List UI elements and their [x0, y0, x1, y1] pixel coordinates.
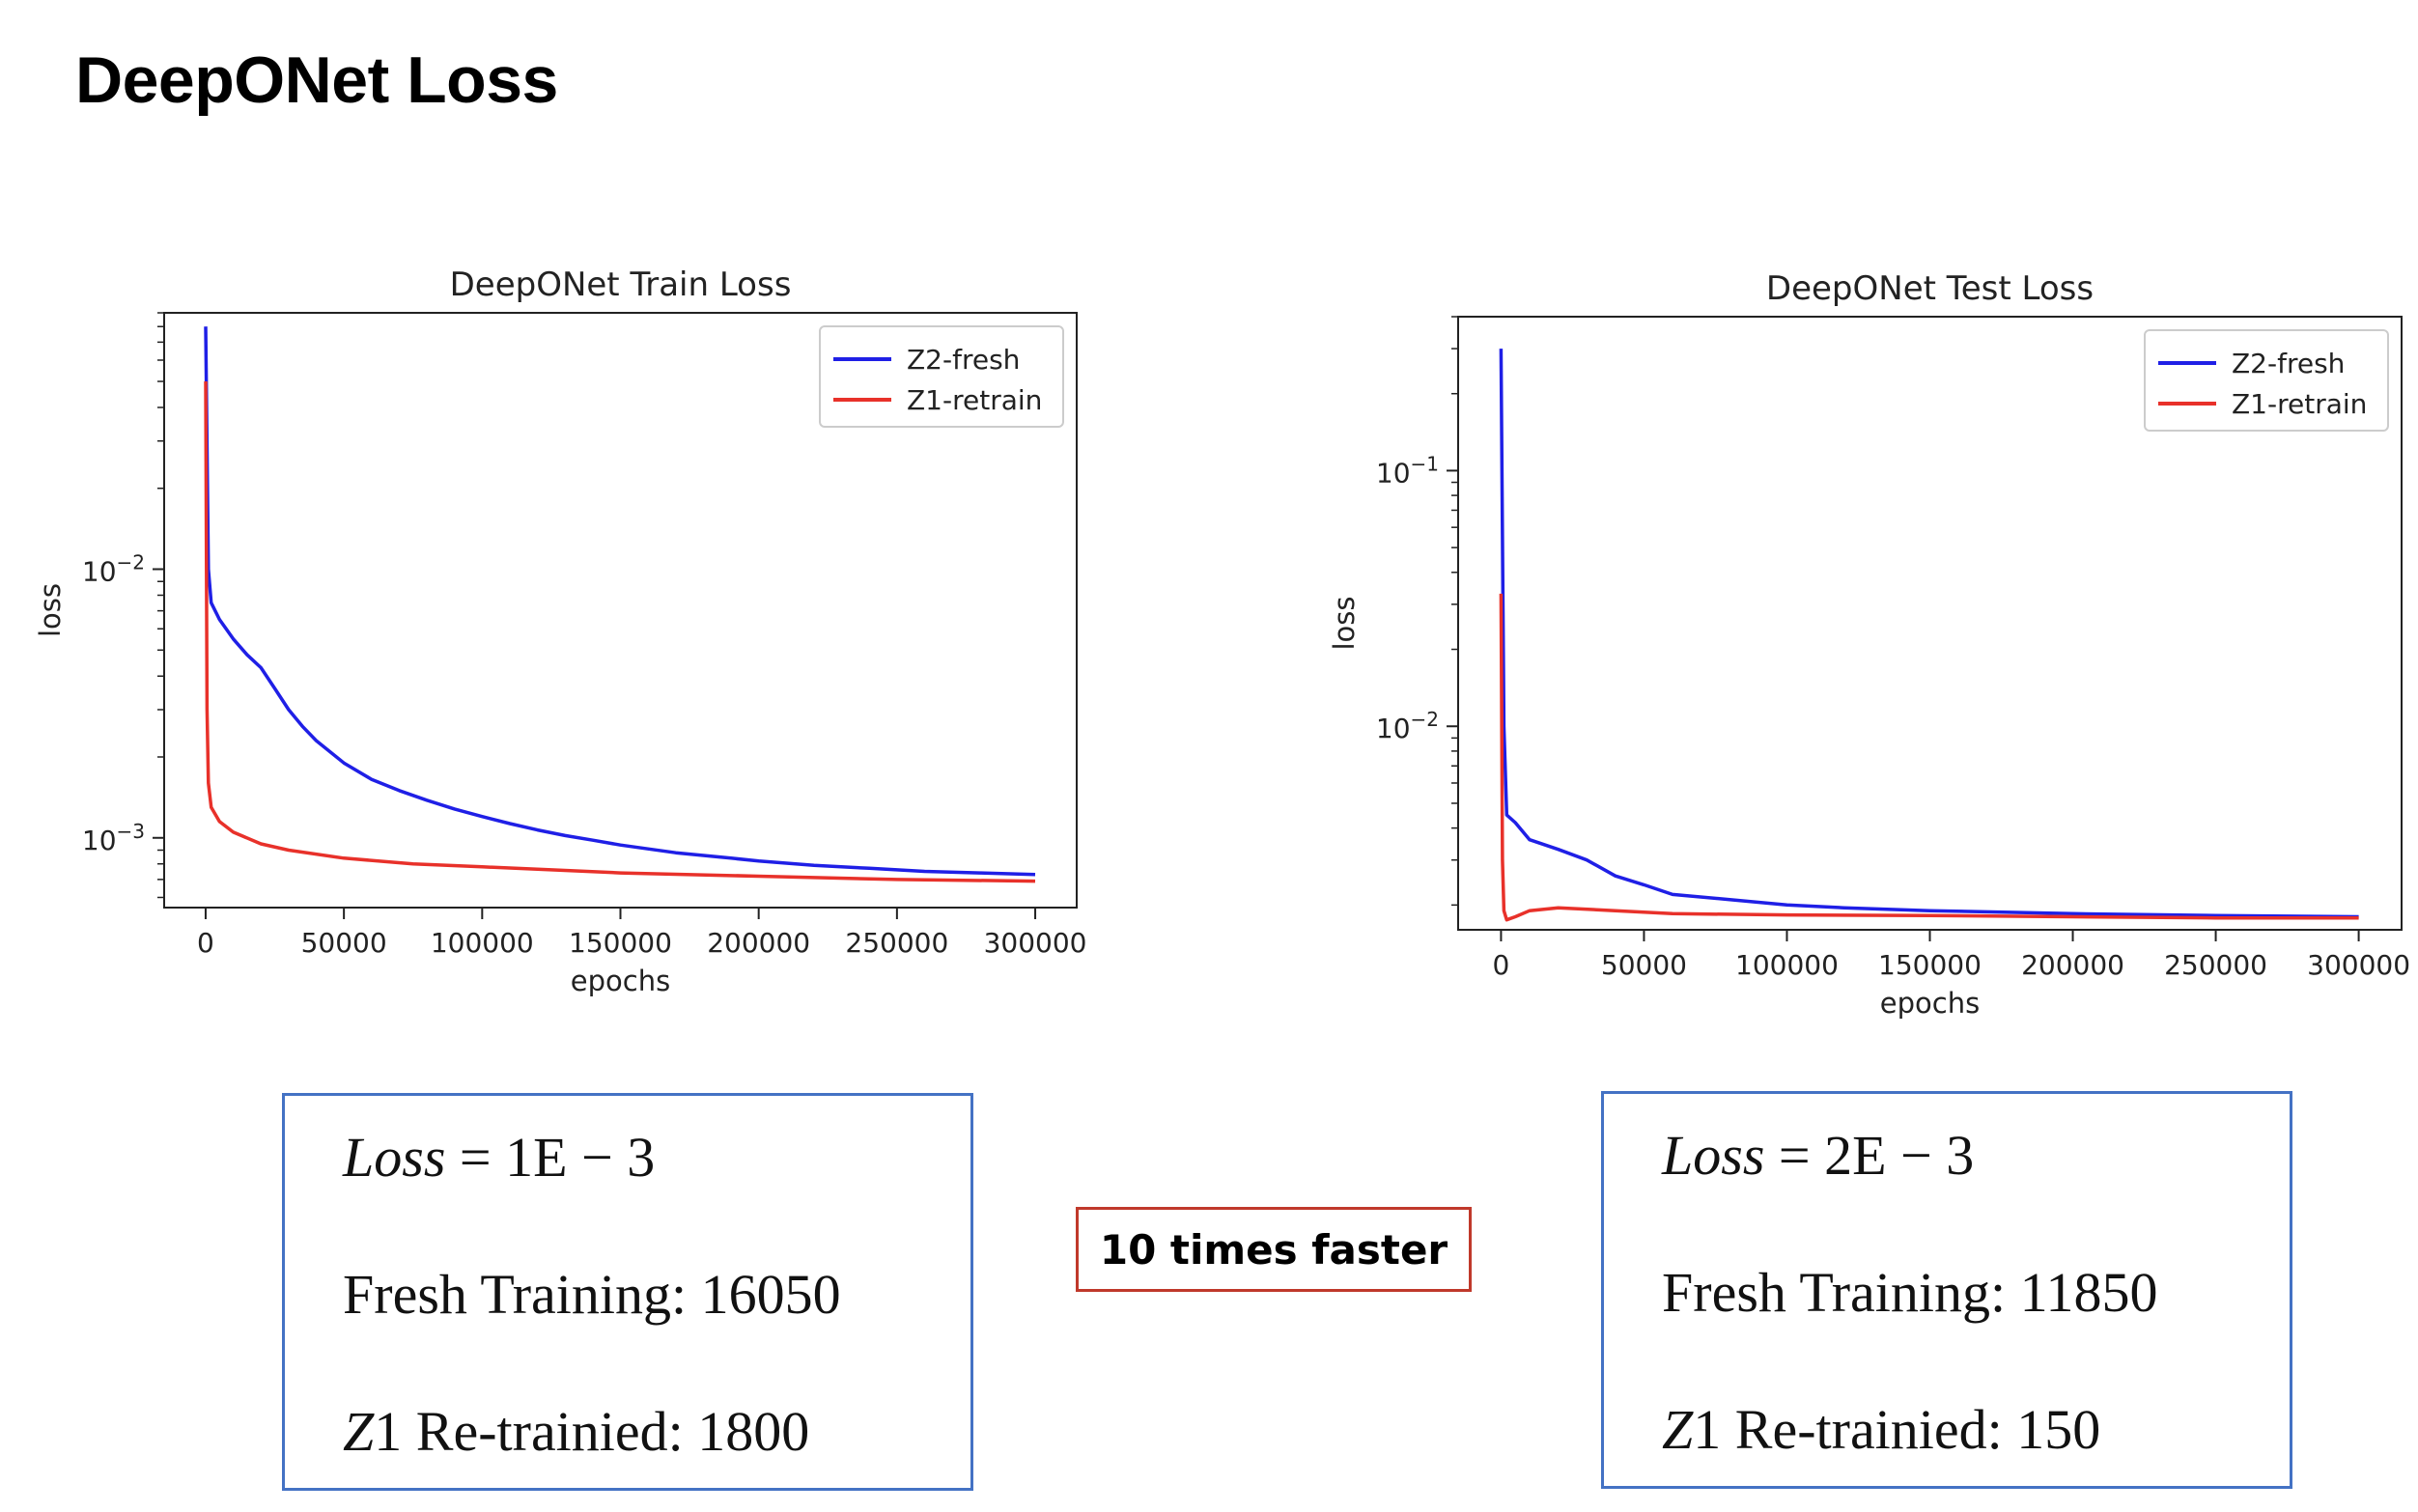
speedup-callout: 10 times faster	[1076, 1207, 1472, 1292]
right-loss-label: Loss	[1662, 1124, 1765, 1187]
train-y-axis-label: loss	[34, 583, 67, 637]
train-x-tick-label: 50000	[301, 927, 387, 959]
test-series-z2-fresh-line	[1499, 349, 2359, 919]
test-x-tick-label: 300000	[2307, 949, 2410, 981]
left-loss-line: Loss = 1E − 3	[343, 1125, 655, 1190]
right-retrain-line: Z1 Re-trainied: 150	[1662, 1397, 2100, 1462]
right-result-box: Loss = 2E − 3 Fresh Training: 11850 Z1 R…	[1601, 1091, 2292, 1489]
slide-title: DeepONet Loss	[75, 43, 558, 117]
train-x-axis-label: epochs	[571, 965, 670, 997]
test-x-tick-label: 100000	[1735, 949, 1839, 981]
right-retrain-value: 150	[2016, 1398, 2101, 1461]
train-x-tick-label: 150000	[569, 927, 672, 959]
right-retrain-z: Z	[1662, 1398, 1694, 1461]
test-series-group	[1499, 349, 2359, 922]
right-fresh-line: Fresh Training: 11850	[1662, 1260, 2158, 1325]
right-fresh-label: Fresh Training:	[1662, 1261, 2007, 1324]
right-fresh-value: 11850	[2019, 1261, 2158, 1324]
test-legend-label-z1-retrain: Z1-retrain	[2232, 388, 2367, 420]
train-series-z2-fresh-line	[204, 326, 1036, 877]
train-x-tick-label: 0	[197, 927, 214, 959]
left-result-box: Loss = 1E − 3 Fresh Training: 16050 Z1 R…	[282, 1093, 973, 1491]
left-loss-value: = 1E − 3	[459, 1126, 656, 1189]
train-legend-label-z2-fresh: Z2-fresh	[907, 344, 1020, 376]
train-x-tick-label: 250000	[845, 927, 948, 959]
test-y-tick-label: 10−1	[1376, 452, 1439, 489]
test-x-tick-label: 200000	[2021, 949, 2124, 981]
left-loss-label: Loss	[343, 1126, 446, 1189]
test-y-tick-label: 10−2	[1376, 708, 1439, 744]
train-y-tick-label: 10−3	[82, 820, 145, 856]
train-x-tick-label: 100000	[431, 927, 534, 959]
test-series-z1-retrain-line	[1499, 593, 2359, 922]
test-x-tick-label: 0	[1492, 949, 1509, 981]
train-chart-title: DeepONet Train Loss	[450, 266, 792, 304]
left-retrain-z: Z	[343, 1400, 375, 1463]
test-legend-label-z2-fresh: Z2-fresh	[2232, 348, 2345, 379]
test-x-axis-label: epochs	[1880, 987, 1980, 1020]
left-fresh-line: Fresh Training: 16050	[343, 1262, 841, 1327]
test-chart-title: DeepONet Test Loss	[1766, 269, 2094, 308]
train-legend-label-z1-retrain: Z1-retrain	[907, 384, 1042, 416]
test-x-tick-label: 50000	[1601, 949, 1687, 981]
test-x-tick-label: 150000	[1878, 949, 1982, 981]
right-loss-line: Loss = 2E − 3	[1662, 1123, 1974, 1188]
train-x-tick-label: 300000	[984, 927, 1087, 959]
right-retrain-label: 1 Re-trainied:	[1693, 1398, 2003, 1461]
train-series-z1-retrain-line	[204, 380, 1036, 883]
left-retrain-line: Z1 Re-trainied: 1800	[343, 1399, 809, 1464]
left-fresh-label: Fresh Training:	[343, 1263, 688, 1326]
test-y-axis-label: loss	[1328, 596, 1361, 650]
train-series-group	[204, 326, 1036, 883]
left-retrain-value: 1800	[697, 1400, 810, 1463]
left-fresh-value: 16050	[700, 1263, 841, 1326]
train-y-tick-label: 10−2	[82, 551, 145, 588]
right-loss-value: = 2E − 3	[1778, 1124, 1975, 1187]
train-x-tick-label: 200000	[707, 927, 810, 959]
left-retrain-label: 1 Re-trainied:	[374, 1400, 684, 1463]
test-x-tick-label: 250000	[2164, 949, 2267, 981]
